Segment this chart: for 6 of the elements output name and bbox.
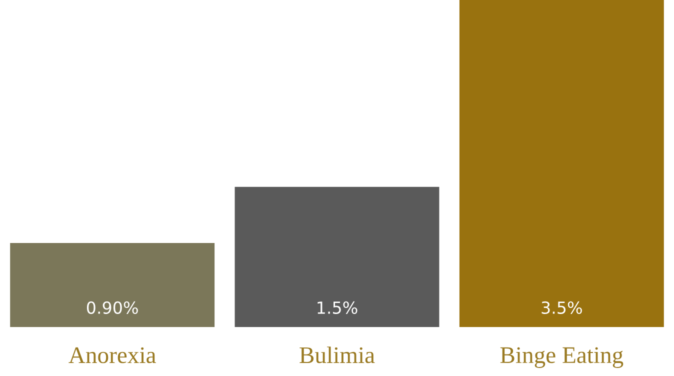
x-tick-label: Anorexia — [68, 347, 156, 364]
x-tick-label: Bulimia — [300, 346, 375, 364]
data-label: 3.5% — [542, 301, 582, 314]
data-label: 1.5% — [318, 301, 358, 314]
data-label: 0.90% — [86, 301, 138, 314]
x-tick-label: Binge Eating — [500, 347, 624, 368]
